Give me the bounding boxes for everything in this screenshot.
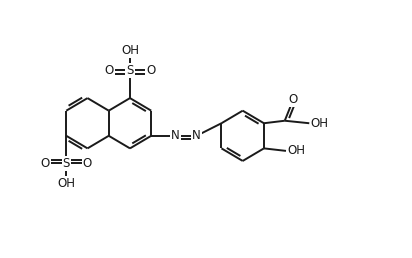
Text: O: O: [41, 157, 50, 170]
Text: O: O: [289, 93, 298, 106]
Text: N: N: [171, 129, 180, 142]
Text: S: S: [63, 157, 70, 170]
Text: N: N: [192, 129, 201, 142]
Text: O: O: [105, 64, 114, 77]
Text: OH: OH: [121, 44, 139, 57]
Text: O: O: [82, 157, 92, 170]
Text: S: S: [126, 64, 133, 77]
Text: OH: OH: [310, 117, 328, 130]
Text: OH: OH: [287, 144, 305, 157]
Text: OH: OH: [57, 177, 75, 190]
Text: O: O: [146, 64, 155, 77]
